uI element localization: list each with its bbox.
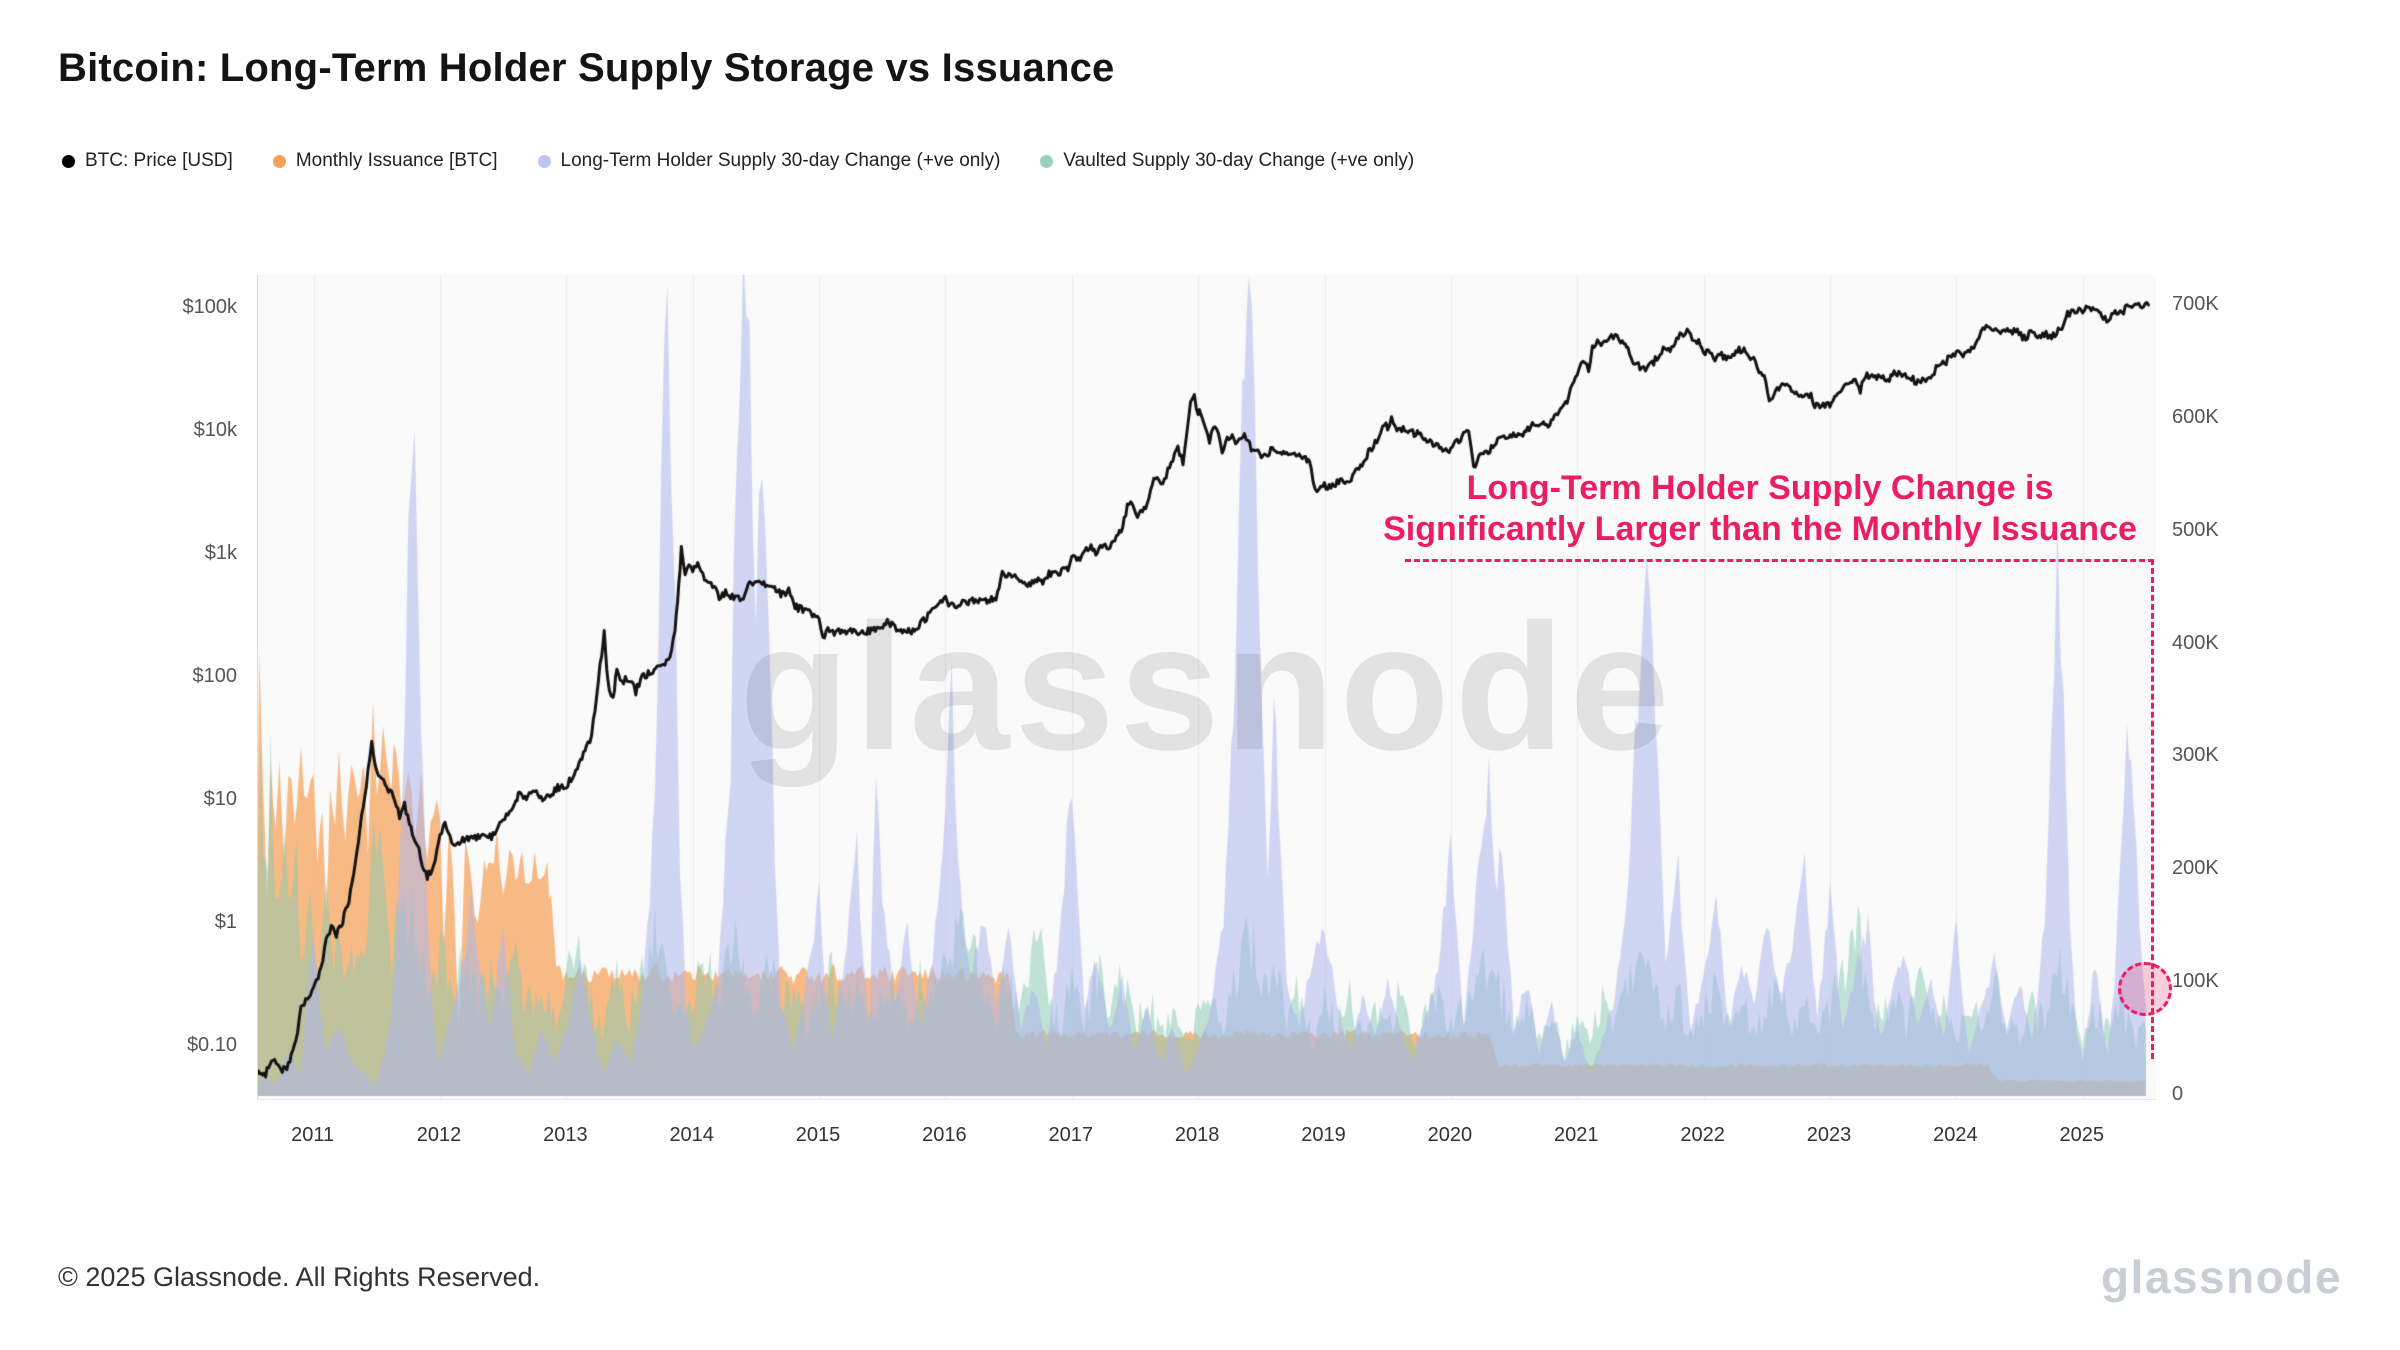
copyright-text: © 2025 Glassnode. All Rights Reserved.: [58, 1262, 541, 1292]
left-axis-tick: $10k: [193, 419, 237, 441]
x-axis-tick: 2023: [1806, 1124, 1852, 1146]
right-axis-tick: 400K: [2172, 631, 2219, 654]
lth-supply-swatch-icon: [537, 154, 551, 168]
right-axis-tick: 300K: [2172, 744, 2219, 767]
page-title: Bitcoin: Long-Term Holder Supply Storage…: [58, 46, 1115, 90]
x-axis-tick: 2016: [922, 1124, 967, 1146]
btc-price-swatch-icon: [62, 154, 75, 168]
x-axis-tick: 2020: [1427, 1124, 1473, 1146]
legend-item-label: Monthly Issuance [BTC]: [295, 150, 498, 171]
right-axis-tick: 100K: [2172, 970, 2219, 993]
glassnode-logo: glassnode: [2100, 1251, 2342, 1303]
x-axis-tick: 2018: [1174, 1124, 1220, 1146]
right-axis-tick: 700K: [2172, 293, 2219, 315]
legend: BTC: Price [USD] Monthly Issuance [BTC] …: [62, 150, 1414, 172]
x-axis-tick: 2012: [416, 1124, 462, 1146]
left-axis-tick: $1k: [204, 542, 237, 564]
annotation-line-1: Long-Term Holder Supply Change is: [1466, 469, 2054, 507]
annotation-line-2: Significantly Larger than the Monthly Is…: [1383, 510, 2137, 549]
chart-canvas[interactable]: [258, 275, 2156, 1099]
x-axis-tick: 2024: [1933, 1124, 1978, 1146]
legend-item-label: Vaulted Supply 30-day Change (+ve only): [1063, 150, 1415, 171]
legend-item-monthly-issuance[interactable]: Monthly Issuance [BTC]: [272, 150, 498, 172]
right-axis-tick: 0: [2172, 1083, 2184, 1105]
left-axis-tick: $100: [192, 665, 238, 687]
right-axis-tick: 500K: [2172, 518, 2219, 541]
monthly-issuance-swatch-icon: [272, 154, 286, 168]
right-axis-tick: 200K: [2172, 857, 2219, 880]
legend-item-lth-supply-change[interactable]: Long-Term Holder Supply 30-day Change (+…: [537, 150, 1001, 172]
x-axis-tick: 2013: [543, 1124, 588, 1146]
annotation-text: Long-Term Holder Supply Change is Signif…: [1310, 468, 2210, 551]
x-axis-tick: 2017: [1048, 1124, 1094, 1146]
vaulted-supply-swatch-icon: [1040, 154, 1054, 168]
x-axis-tick: 2014: [669, 1124, 714, 1146]
legend-item-vaulted-supply-change[interactable]: Vaulted Supply 30-day Change (+ve only): [1040, 150, 1414, 172]
right-axis-tick: 600K: [2172, 405, 2219, 428]
left-axis-tick: $10: [203, 788, 237, 810]
legend-item-btc-price[interactable]: BTC: Price [USD]: [62, 150, 233, 172]
x-axis-tick: 2021: [1553, 1124, 1599, 1146]
x-axis-tick: 2019: [1301, 1124, 1346, 1146]
x-axis-tick: 2022: [1680, 1124, 1725, 1146]
legend-item-label: BTC: Price [USD]: [85, 150, 233, 171]
left-axis-tick: $1: [214, 911, 237, 933]
legend-item-label: Long-Term Holder Supply 30-day Change (+…: [560, 150, 1001, 171]
plot-area: glassnode: [257, 275, 2156, 1100]
x-axis-tick: 2015: [795, 1124, 841, 1146]
x-axis-tick: 2025: [2059, 1124, 2104, 1146]
x-axis-tick: 2011: [291, 1124, 335, 1146]
left-axis-tick: $100k: [182, 296, 238, 318]
left-axis-tick: $0.10: [186, 1034, 237, 1056]
